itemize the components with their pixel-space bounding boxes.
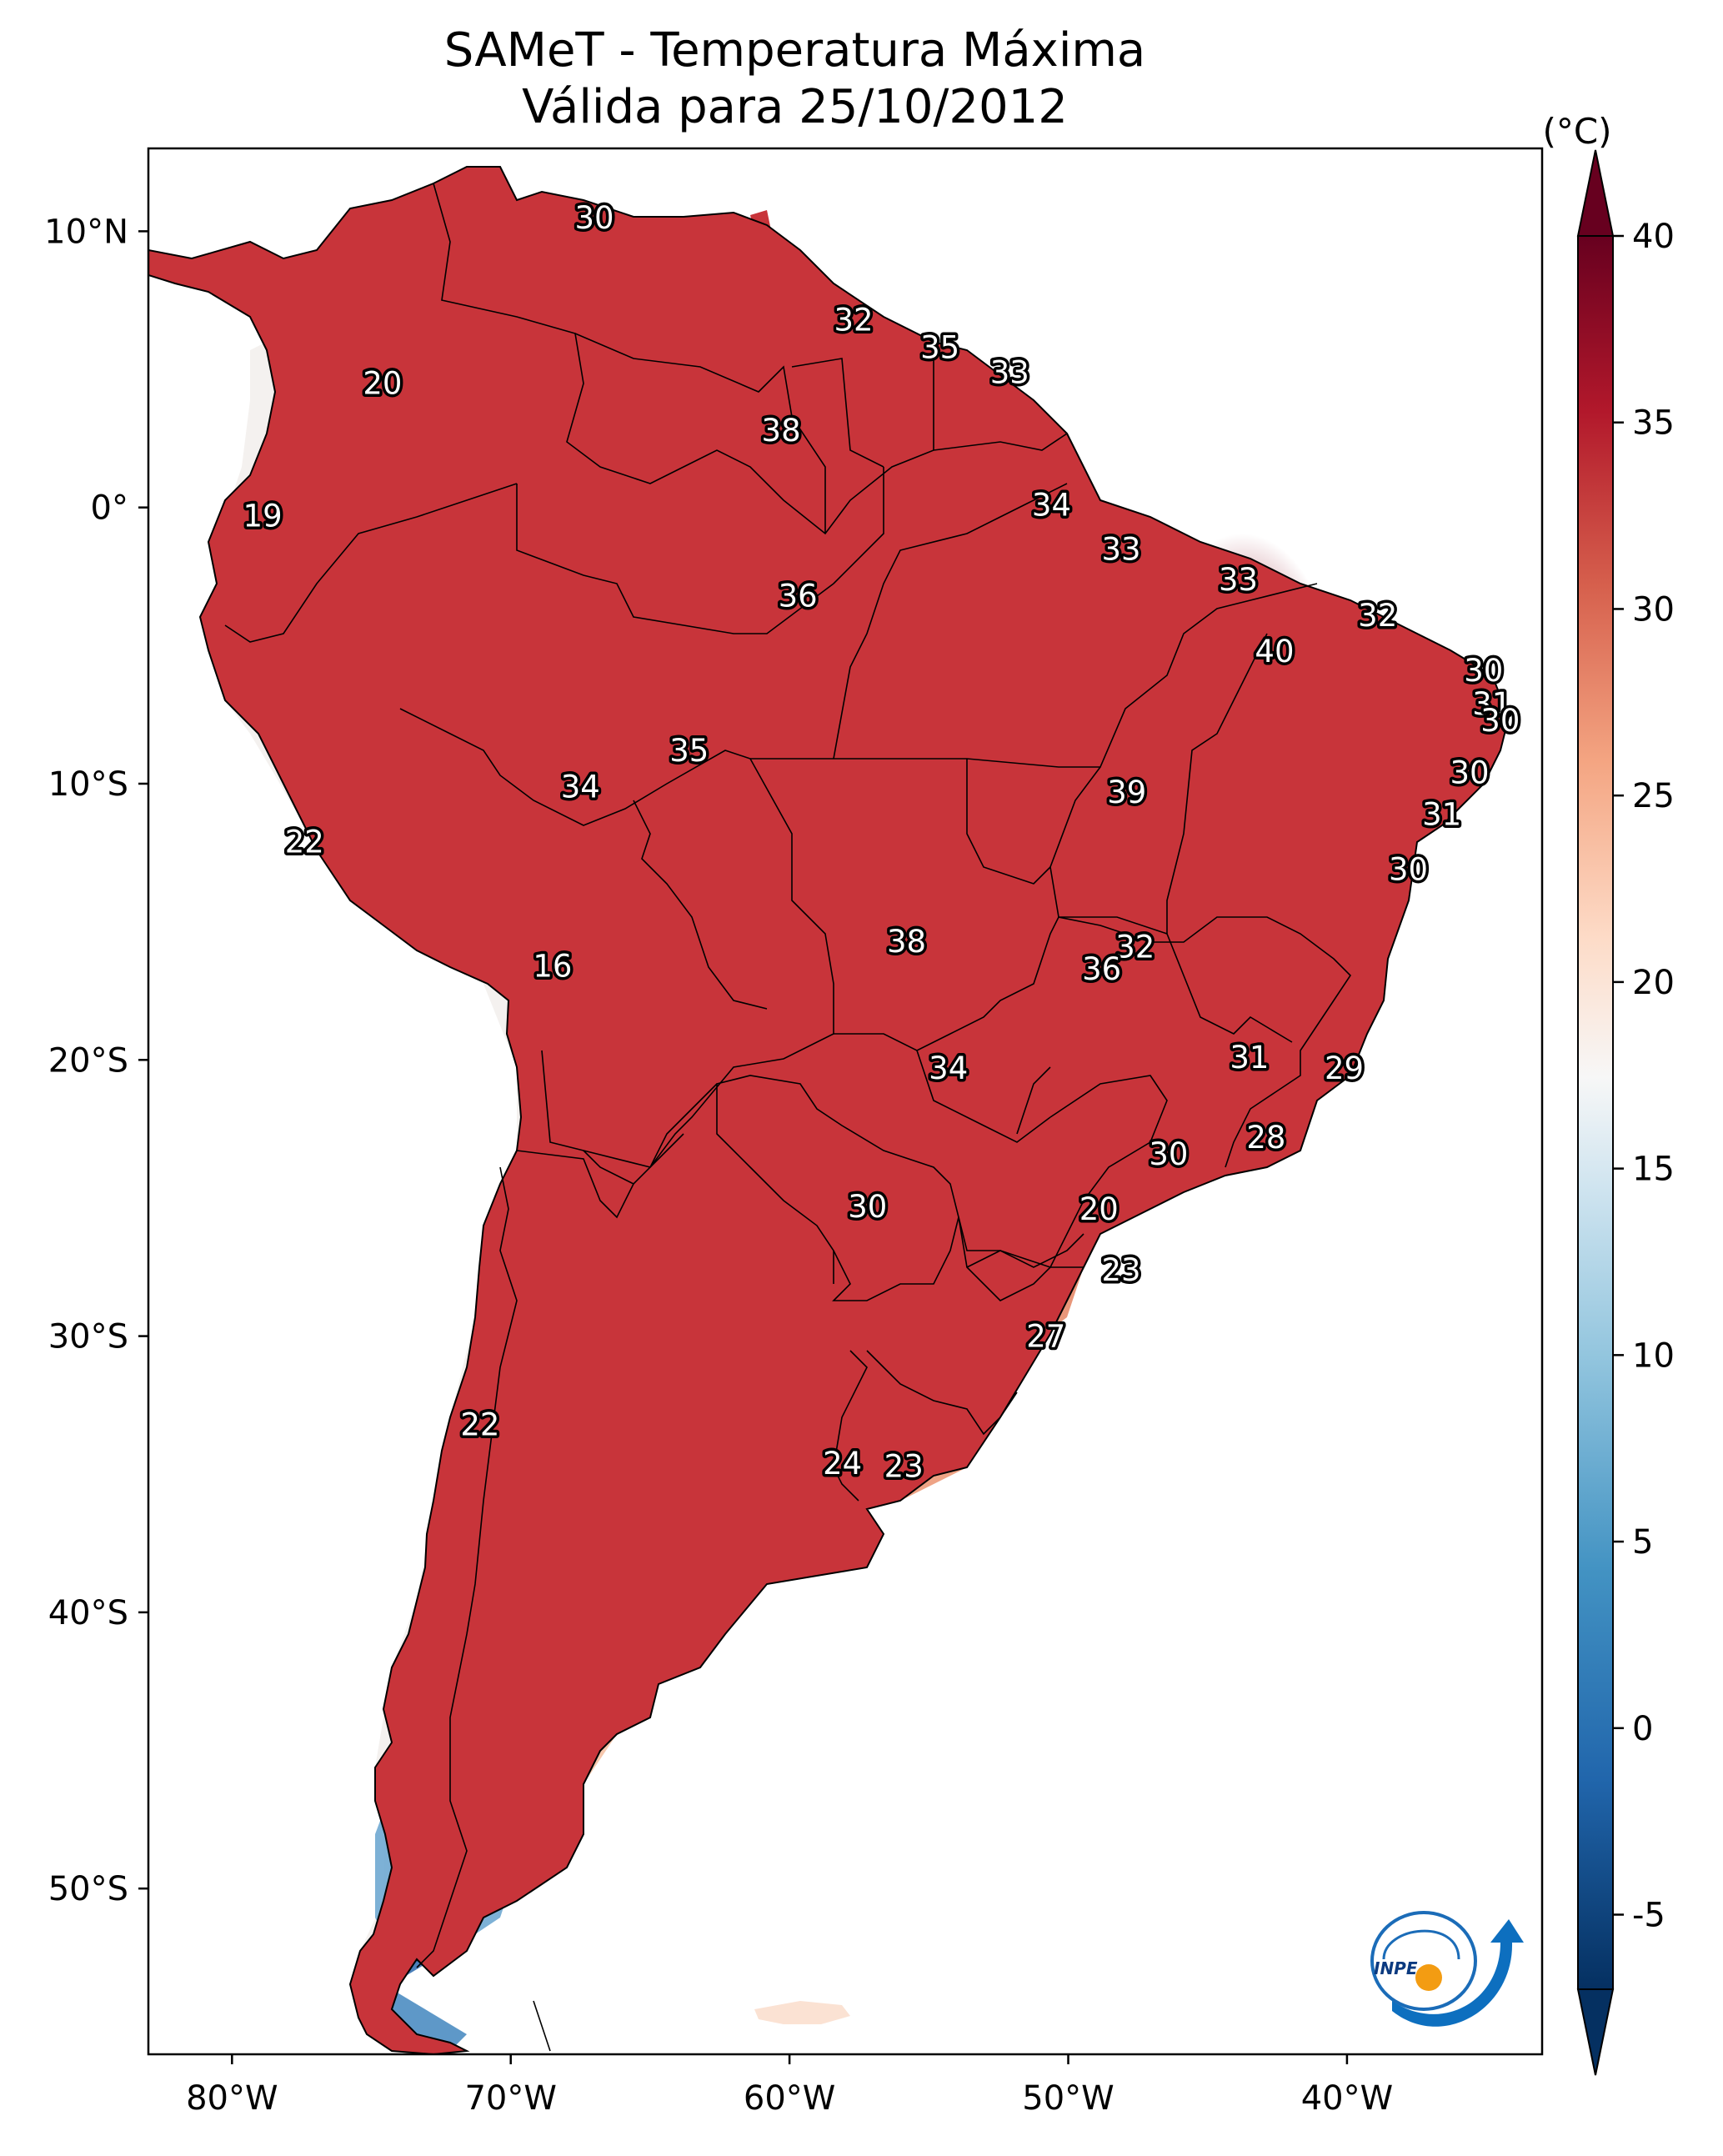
temperature-value-label: 38 [762, 413, 801, 449]
temperature-value-label: 28 [1246, 1120, 1285, 1156]
temperature-value-label: 30 [1450, 755, 1490, 791]
temperature-value-label: 32 [1115, 929, 1155, 965]
temperature-value-label: 31 [1472, 686, 1511, 722]
temperature-value-label: 40 [1255, 634, 1294, 669]
temperature-value-label: 34 [1032, 487, 1071, 523]
temperature-value-label: 23 [1102, 1252, 1141, 1288]
temperature-value-label: 22 [285, 825, 324, 860]
lat-tick-label: 10°N [44, 213, 128, 251]
lon-tick-label: 50°W [1022, 2079, 1114, 2118]
temperature-value-label: 20 [1079, 1191, 1119, 1227]
lon-tick-label: 80°W [186, 2079, 278, 2118]
colorbar-tick-label: -5 [1632, 1897, 1665, 1935]
temperature-value-label: 38 [887, 924, 926, 960]
colorbar-tick-label: 25 [1632, 777, 1675, 815]
map-title: SAMeT - Temperatura Máxima Válida para 2… [0, 23, 1723, 140]
colorbar-tick-label: 40 [1632, 218, 1675, 256]
colorbar-min-extension [1576, 1988, 1615, 2076]
lat-tick-label: 10°S [48, 765, 128, 804]
temperature-value-label: 31 [1230, 1040, 1269, 1075]
arrow-icon [1392, 1919, 1524, 2027]
temperature-value-label: 30 [574, 200, 614, 236]
colorbar-unit: (°C) [1542, 111, 1611, 152]
colorbar-tick-label: 20 [1632, 964, 1675, 1002]
temperature-value-label: 34 [929, 1050, 968, 1086]
temperature-value-label: 30 [1480, 703, 1520, 739]
temperature-value-label: 36 [1082, 951, 1121, 987]
colorbar-tick-label: 30 [1632, 590, 1675, 629]
colorbar: 40 35 30 25 20 15 10 5 0 -5 (°C) [1542, 111, 1675, 2076]
lat-tick-label: 20°S [48, 1041, 128, 1080]
colorbar-scale [1577, 235, 1614, 1990]
temperature-value-label: 39 [1107, 775, 1146, 810]
temperature-value-label: 20 [363, 366, 402, 402]
temperature-value-label: 16 [533, 949, 572, 985]
temperature-value-label: 19 [243, 499, 283, 534]
temperature-value-label: 35 [920, 330, 959, 366]
colorbar-tick-label: 0 [1632, 1710, 1653, 1748]
lat-tick-label: 30°S [48, 1318, 128, 1356]
temperature-value-label: 34 [561, 769, 600, 805]
inpe-logo: INPE [1370, 1911, 1524, 2027]
temperature-value-label: 33 [990, 354, 1029, 390]
temperature-value-label: 33 [1219, 562, 1258, 598]
colorbar-tick-label: 15 [1632, 1151, 1675, 1189]
lon-tick-label: 40°W [1301, 2079, 1393, 2118]
temperature-value-label: 23 [884, 1448, 924, 1484]
title-line-1: SAMeT - Temperatura Máxima [443, 23, 1146, 78]
temperature-value-label: 31 [1422, 796, 1461, 832]
temperature-value-label: 22 [460, 1407, 499, 1443]
colorbar-tick-label: 10 [1632, 1336, 1675, 1375]
colorbar-max-extension [1576, 149, 1615, 237]
title-line-2: Válida para 25/10/2012 [522, 80, 1068, 134]
temperature-value-label: 30 [1389, 852, 1428, 888]
temperature-value-label: 36 [779, 579, 818, 614]
temperature-value-label: 30 [1149, 1136, 1188, 1172]
logo-text: INPE [1374, 1958, 1418, 1978]
lon-tick-label: 60°W [744, 2079, 835, 2118]
temperature-value-label: 33 [1102, 531, 1141, 567]
temperature-value-label: 30 [848, 1189, 887, 1225]
sun-icon [1415, 1964, 1442, 1991]
temperature-value-label: 30 [1464, 653, 1503, 689]
longitude-axis: 80°W 70°W 60°W 50°W 40°W [186, 2054, 1393, 2118]
lon-tick-label: 70°W [464, 2079, 556, 2118]
temperature-value-label: 29 [1325, 1050, 1364, 1086]
temperature-value-label: 32 [834, 302, 873, 338]
temperature-value-label: 32 [1358, 598, 1397, 634]
plot-frame [147, 147, 1544, 2056]
colorbar-tick-label: 35 [1632, 404, 1675, 443]
lat-tick-label: 50°S [48, 1870, 128, 1908]
lat-tick-label: 40°S [48, 1594, 128, 1632]
country-borders [224, 183, 1352, 2052]
temperature-value-label: 35 [669, 733, 709, 769]
lat-tick-label: 0° [91, 489, 128, 528]
colorbar-tick-label: 5 [1632, 1523, 1653, 1562]
latitude-axis: 10°N 0° 10°S 20°S 30°S 40°S 50°S [44, 213, 148, 1908]
temperature-value-label: 24 [823, 1446, 862, 1482]
temperature-value-label: 27 [1026, 1319, 1065, 1355]
continent-land [148, 166, 1510, 2054]
